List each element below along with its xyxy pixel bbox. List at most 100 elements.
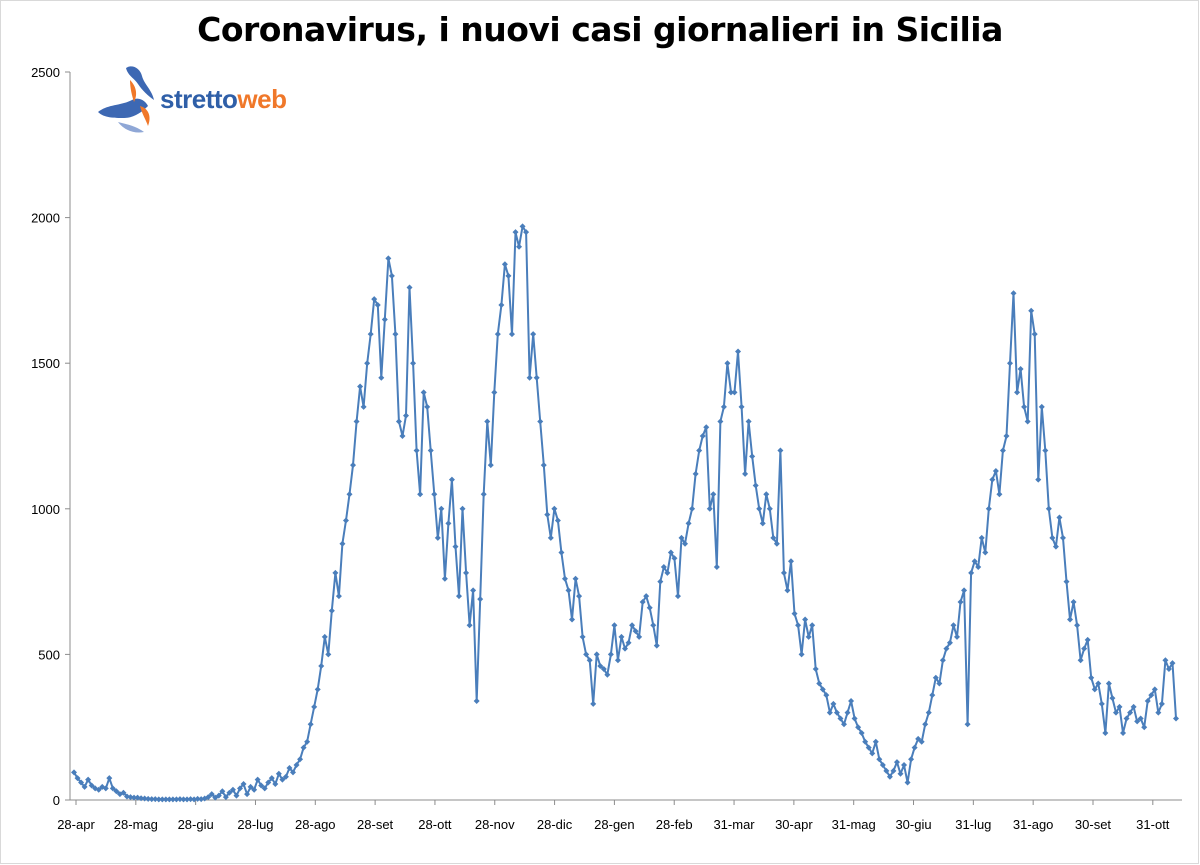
data-point — [784, 587, 791, 594]
data-point — [448, 476, 455, 483]
data-point — [922, 721, 929, 728]
data-point — [1074, 622, 1081, 629]
data-point — [445, 520, 452, 527]
data-point — [561, 575, 568, 582]
y-tick-label: 0 — [53, 793, 60, 808]
data-point — [480, 491, 487, 498]
data-point — [261, 785, 268, 792]
data-point — [862, 738, 869, 745]
data-point — [215, 792, 222, 799]
data-point — [1056, 514, 1063, 521]
data-point — [523, 229, 530, 236]
data-point — [360, 403, 367, 410]
data-point — [304, 738, 311, 745]
data-point — [272, 780, 279, 787]
data-point — [999, 447, 1006, 454]
data-point — [1084, 636, 1091, 643]
data-point — [982, 549, 989, 556]
data-point — [795, 622, 802, 629]
data-point — [208, 791, 215, 798]
data-point — [890, 767, 897, 774]
data-point — [473, 697, 480, 704]
data-point — [1045, 505, 1052, 512]
data-point — [586, 657, 593, 664]
data-point — [205, 794, 212, 801]
data-point — [300, 744, 307, 751]
data-point — [756, 505, 763, 512]
data-point — [395, 418, 402, 425]
data-point — [674, 593, 681, 600]
series-line — [73, 225, 1177, 801]
data-point — [1091, 686, 1098, 693]
data-point — [477, 596, 484, 603]
x-tick-label: 28-dic — [537, 817, 573, 832]
logo-wordmark: strettoweb — [160, 84, 287, 115]
data-point — [713, 564, 720, 571]
data-point — [403, 412, 410, 419]
data-point — [371, 296, 378, 303]
data-point — [604, 671, 611, 678]
data-point — [268, 775, 275, 782]
data-point — [374, 301, 381, 308]
data-point — [554, 517, 561, 524]
data-point — [600, 665, 607, 672]
data-point — [251, 786, 258, 793]
data-point — [120, 789, 127, 796]
data-point — [247, 783, 254, 790]
data-point — [946, 639, 953, 646]
x-tick-label: 30-giu — [895, 817, 931, 832]
data-point — [858, 730, 865, 737]
data-point — [869, 750, 876, 757]
data-point — [1102, 730, 1109, 737]
data-point — [911, 744, 918, 751]
data-point — [802, 616, 809, 623]
data-point — [516, 243, 523, 250]
data-point — [1038, 403, 1045, 410]
data-point — [484, 418, 491, 425]
data-point — [180, 796, 187, 803]
data-point — [777, 447, 784, 454]
data-point — [417, 491, 424, 498]
data-point — [625, 639, 632, 646]
data-point — [904, 779, 911, 786]
data-point — [145, 795, 152, 802]
data-point — [925, 709, 932, 716]
data-point — [667, 549, 674, 556]
data-point — [318, 663, 325, 670]
data-point — [823, 692, 830, 699]
data-point — [399, 433, 406, 439]
data-point — [434, 534, 441, 541]
data-point — [883, 767, 890, 774]
data-point — [519, 223, 526, 230]
data-point — [466, 622, 473, 629]
data-point — [1028, 307, 1035, 314]
data-point — [961, 587, 968, 594]
data-point — [643, 593, 650, 600]
data-point — [826, 709, 833, 716]
data-point — [1134, 718, 1141, 725]
data-point — [622, 645, 628, 652]
data-point — [798, 651, 805, 658]
data-point — [597, 663, 604, 670]
data-point — [876, 756, 883, 763]
data-point — [1144, 697, 1151, 704]
x-tick-label: 31-mag — [832, 817, 876, 832]
x-tick-label: 28-mag — [114, 817, 158, 832]
data-point — [710, 491, 717, 498]
data-point — [328, 607, 335, 614]
data-point — [1049, 534, 1056, 541]
data-point — [901, 762, 908, 769]
data-point — [392, 331, 399, 338]
data-point — [194, 795, 201, 802]
data-point — [932, 674, 939, 681]
data-point — [770, 534, 777, 541]
data-point — [470, 587, 477, 594]
data-point — [530, 331, 537, 338]
data-point — [113, 788, 120, 795]
data-point — [357, 383, 364, 390]
data-point — [749, 453, 756, 460]
data-point — [109, 785, 116, 792]
data-point — [872, 738, 879, 745]
data-point — [237, 785, 244, 792]
